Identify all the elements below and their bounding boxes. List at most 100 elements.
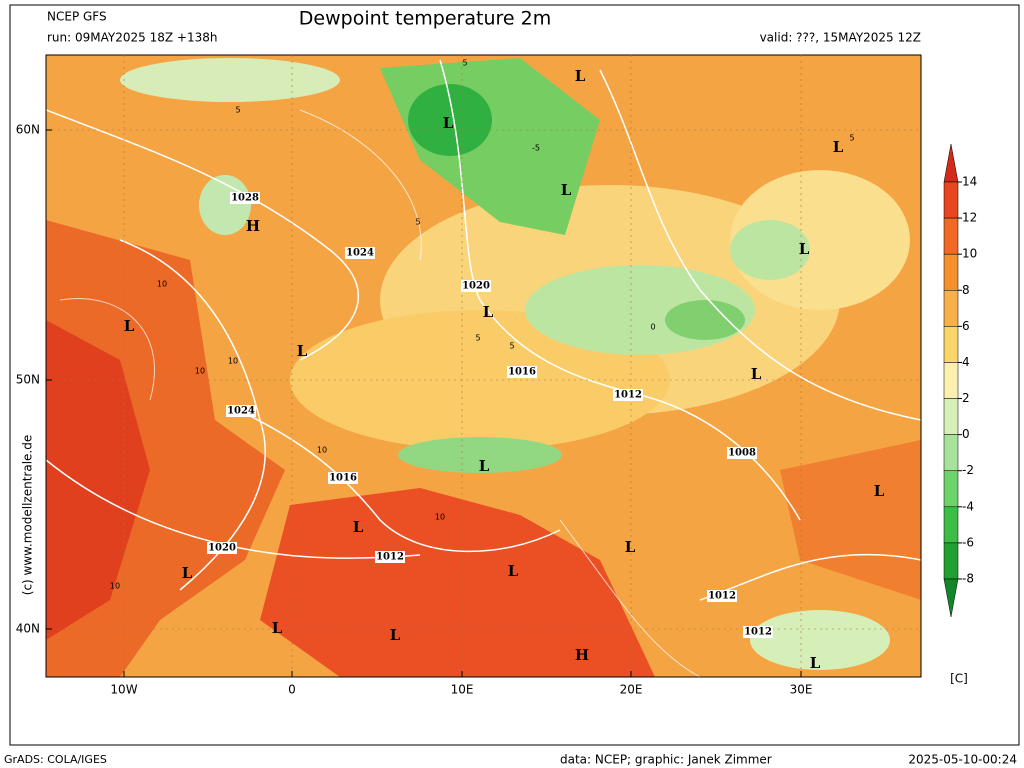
lon-label: 20E — [620, 683, 643, 697]
pressure-center: L — [833, 138, 844, 156]
contour-label: 5 — [462, 59, 467, 68]
valid: valid: ???, 15MAY2025 12Z — [760, 31, 921, 45]
title: Dewpoint temperature 2m — [299, 8, 551, 30]
isobar-label: 1012 — [744, 627, 772, 638]
lat-label: 50N — [16, 373, 40, 387]
lon-label: 0 — [288, 683, 296, 697]
contour-label: 10 — [195, 367, 205, 376]
isobar-label-bg — [328, 472, 358, 484]
run: run: 09MAY2025 18Z +138h — [47, 31, 217, 45]
isobar-label: 1024 — [346, 248, 374, 259]
colorbar-label: 12 — [962, 211, 977, 225]
mediterranean — [260, 488, 655, 677]
isobar-label-bg — [743, 626, 773, 638]
isobar-label: 1012 — [376, 552, 404, 563]
colorbar-label: 2 — [962, 391, 970, 405]
colorbar-label: -8 — [962, 572, 974, 586]
dewpoint-contour — [59, 109, 701, 677]
colorbar-label: -2 — [962, 463, 974, 477]
isobar — [46, 109, 359, 361]
colorbar-label: -4 — [962, 499, 974, 513]
pressure-center: H — [246, 217, 260, 235]
isobar-label: 1008 — [728, 448, 756, 459]
colorbar-segment — [943, 143, 959, 183]
footer-timestamp: 2025-05-10-00:24 — [908, 753, 1017, 767]
colorbar-segment — [943, 398, 959, 435]
colorbar-label: 14 — [962, 175, 977, 189]
isobar — [439, 59, 801, 521]
contour-label: -5 — [532, 144, 540, 153]
contour-label: 0 — [650, 323, 655, 332]
belarus-green — [730, 220, 810, 280]
isobar-label: 1024 — [227, 406, 255, 417]
colorbar-segment — [943, 326, 959, 363]
colorbar-label: 6 — [962, 319, 970, 333]
pressure-center: L — [479, 457, 490, 475]
isobar-label: 1020 — [462, 281, 490, 292]
model: NCEP GFS — [47, 10, 107, 24]
colorbar-label: 10 — [962, 247, 977, 261]
outer-frame — [9, 4, 1020, 746]
isobar-label-bg — [507, 366, 537, 378]
contour-label: 10 — [228, 357, 238, 366]
poland-dark — [665, 300, 745, 340]
colorbar-segment — [943, 217, 959, 255]
pressure-center: L — [508, 562, 519, 580]
isobar-label-bg — [230, 192, 260, 204]
colorbar-segment — [943, 290, 959, 327]
colorbar-segment — [943, 181, 959, 219]
lat-label: 40N — [16, 622, 40, 636]
pressure-center: L — [751, 365, 762, 383]
contour-label: 5 — [849, 134, 854, 143]
pressure-center: L — [625, 538, 636, 556]
isobar-label: 1028 — [231, 193, 259, 204]
pressure-center: L — [297, 342, 308, 360]
contour-label: 5 — [475, 334, 480, 343]
isobar-label: 1012 — [614, 390, 642, 401]
colorbar-segment — [943, 253, 959, 291]
atlantic-hot — [46, 320, 150, 640]
colorbar-segment — [943, 542, 959, 580]
colorbar-unit: [C] — [950, 672, 968, 686]
pressure-center: L — [182, 564, 193, 582]
isobar-label-bg — [727, 447, 757, 459]
colorbar-label: 4 — [962, 355, 970, 369]
pressure-center: L — [575, 67, 586, 85]
isobar-label-bg — [375, 551, 405, 563]
contour-label: 10 — [435, 513, 445, 522]
isobar-label: 1016 — [329, 473, 357, 484]
colorbar-label: 0 — [962, 427, 970, 441]
turkey-pale — [750, 610, 890, 670]
norway-dark — [408, 84, 492, 156]
pressure-center: L — [353, 518, 364, 536]
colorbar-segment — [943, 470, 959, 508]
contour-label: 10 — [157, 280, 167, 289]
colorbar-label: -6 — [962, 535, 974, 549]
contour-label: 5 — [509, 342, 514, 351]
isobar — [119, 239, 266, 591]
north-sea-pale — [120, 58, 340, 102]
colorbar-segment — [943, 362, 959, 399]
isobar-label-bg — [207, 542, 237, 554]
isobar-label-bg — [613, 389, 643, 401]
pressure-center: L — [874, 482, 885, 500]
pressure-center: L — [443, 114, 454, 132]
lat-label: 60N — [16, 123, 40, 137]
footer-software: GrADS: COLA/IGES — [4, 753, 107, 766]
isobar — [46, 459, 421, 559]
pressure-center: H — [575, 646, 589, 664]
pressure-center: L — [390, 626, 401, 644]
isobar-label-bg — [345, 247, 375, 259]
contour-label: 10 — [317, 446, 327, 455]
isobar-label: 1020 — [208, 543, 236, 554]
pressure-center: L — [561, 181, 572, 199]
lon-label: 30E — [790, 683, 813, 697]
isobar-label: 1012 — [708, 591, 736, 602]
alps-green — [398, 437, 562, 473]
colorbar-segment — [943, 434, 959, 471]
pressure-center: L — [799, 240, 810, 258]
lon-label: 10W — [110, 683, 137, 697]
colorbar-segment — [943, 506, 959, 544]
contour-label: 5 — [415, 218, 420, 227]
